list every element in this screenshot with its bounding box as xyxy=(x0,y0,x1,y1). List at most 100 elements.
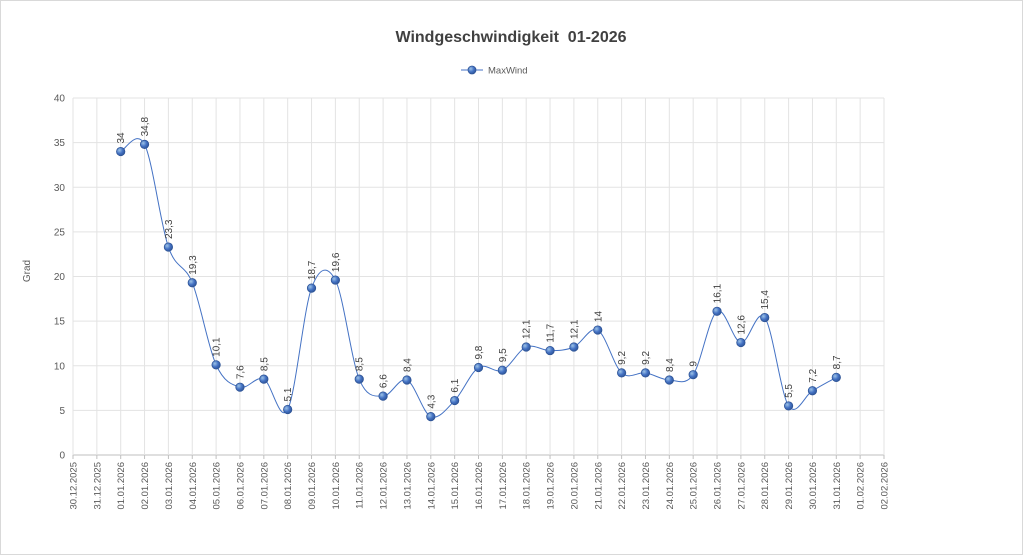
data-point xyxy=(378,391,388,401)
data-point xyxy=(283,404,293,415)
data-label: 7,2 xyxy=(808,368,819,382)
data-label: 10,1 xyxy=(212,337,223,357)
data-point xyxy=(783,401,794,411)
data-point xyxy=(450,395,460,406)
y-tick-label: 20 xyxy=(54,272,66,283)
data-label: 12,1 xyxy=(569,319,580,339)
x-tick-label: 09.01.2026 xyxy=(307,462,318,510)
data-point xyxy=(330,275,340,285)
x-tick-label: 19.01.2026 xyxy=(546,462,557,510)
x-tick-label: 11.01.2026 xyxy=(355,462,366,509)
legend-marker xyxy=(467,65,477,75)
x-tick-label: 06.01.2026 xyxy=(235,462,246,510)
data-point xyxy=(569,342,579,352)
x-tick-label: 08.01.2026 xyxy=(283,462,294,510)
x-tick-label: 10.01.2026 xyxy=(331,462,342,510)
y-tick-label: 5 xyxy=(59,406,65,417)
data-point xyxy=(593,325,603,335)
y-tick-label: 25 xyxy=(54,227,66,238)
x-tick-label: 24.01.2026 xyxy=(665,462,676,510)
x-tick-label: 31.12.2025 xyxy=(92,462,103,510)
y-axis-ticks: 0 5 10 15 20 25 30 35 40 xyxy=(54,94,66,462)
y-tick-label: 35 xyxy=(54,138,66,149)
data-point xyxy=(664,375,674,385)
x-tick-label: 26.01.2026 xyxy=(713,462,724,510)
x-axis-ticks: 30.12.2025 31.12.2025 01.01.2026 02.01.2026… xyxy=(69,462,891,510)
data-labels: 34 34,8 23,3 19,3 10,1 7,6 8,5 5,1 18,7 19,6 8,5 6,… xyxy=(116,117,843,409)
x-tick-label: 22.01.2026 xyxy=(617,462,628,510)
data-label: 11,7 xyxy=(546,323,557,342)
data-point xyxy=(521,342,531,352)
series-points xyxy=(116,139,841,422)
data-point xyxy=(688,370,698,380)
x-tick-label: 02.02.2026 xyxy=(880,462,891,510)
data-label: 12,1 xyxy=(522,319,533,339)
data-label: 34 xyxy=(116,132,127,144)
data-label: 5,1 xyxy=(283,387,294,401)
y-axis-label: Grad xyxy=(22,260,33,282)
data-point xyxy=(402,375,412,385)
x-tick-label: 13.01.2026 xyxy=(402,462,413,510)
data-label: 19,3 xyxy=(188,255,199,275)
data-label: 9 xyxy=(689,361,700,367)
data-label: 34,8 xyxy=(140,117,151,137)
data-label: 8,4 xyxy=(665,358,676,372)
y-tick-label: 15 xyxy=(54,317,66,328)
data-point xyxy=(760,312,770,323)
data-label: 9,2 xyxy=(617,351,628,365)
x-tick-label: 04.01.2026 xyxy=(188,462,199,510)
x-tick-label: 18.01.2026 xyxy=(522,462,533,510)
data-label: 8,5 xyxy=(259,357,270,371)
data-label: 23,3 xyxy=(164,219,175,239)
y-tick-label: 40 xyxy=(54,94,66,105)
data-point xyxy=(163,242,174,252)
data-point xyxy=(354,374,364,384)
data-point xyxy=(235,382,245,392)
data-point xyxy=(306,283,317,293)
data-label: 8,7 xyxy=(832,355,843,369)
data-label: 16,1 xyxy=(713,283,724,303)
data-point xyxy=(259,374,269,384)
data-point xyxy=(640,368,651,378)
gridlines xyxy=(72,97,885,459)
data-label: 15,4 xyxy=(760,290,771,310)
data-point xyxy=(807,386,818,396)
x-tick-label: 28.01.2026 xyxy=(760,462,771,510)
data-label: 5,5 xyxy=(784,384,795,398)
data-point xyxy=(139,139,150,150)
data-point xyxy=(736,337,746,348)
x-tick-label: 03.01.2026 xyxy=(164,462,175,510)
data-label: 6,6 xyxy=(379,374,390,388)
data-point xyxy=(831,372,841,382)
x-tick-label: 14.01.2026 xyxy=(426,462,437,510)
x-tick-label: 01.01.2026 xyxy=(116,462,127,510)
data-point xyxy=(426,412,436,422)
x-tick-label: 05.01.2026 xyxy=(212,462,223,510)
data-label: 8,5 xyxy=(355,357,366,371)
x-tick-label: 23.01.2026 xyxy=(641,462,652,510)
y-tick-label: 10 xyxy=(54,361,66,372)
data-point xyxy=(545,345,555,356)
data-label: 14 xyxy=(593,310,604,322)
data-label: 7,6 xyxy=(235,365,246,379)
x-tick-label: 16.01.2026 xyxy=(474,462,485,510)
x-tick-label: 07.01.2026 xyxy=(259,462,270,510)
data-point xyxy=(473,362,484,373)
data-label: 9,5 xyxy=(498,348,509,362)
x-tick-label: 25.01.2026 xyxy=(689,462,700,510)
x-tick-label: 31.01.2026 xyxy=(832,462,843,510)
x-tick-label: 15.01.2026 xyxy=(450,462,461,510)
x-tick-label: 30.12.2025 xyxy=(69,462,80,510)
data-point xyxy=(116,146,126,157)
x-tick-label: 21.01.2026 xyxy=(593,462,604,510)
x-tick-label: 20.01.2026 xyxy=(569,462,580,510)
x-tick-label: 12.01.2026 xyxy=(379,462,390,510)
data-point xyxy=(712,306,722,316)
data-label: 19,6 xyxy=(331,252,342,272)
data-label: 18,7 xyxy=(307,260,318,280)
data-point xyxy=(187,278,197,288)
y-tick-label: 0 xyxy=(59,451,65,462)
chart-title: Windgeschwindigkeit 01-2026 xyxy=(395,29,626,46)
